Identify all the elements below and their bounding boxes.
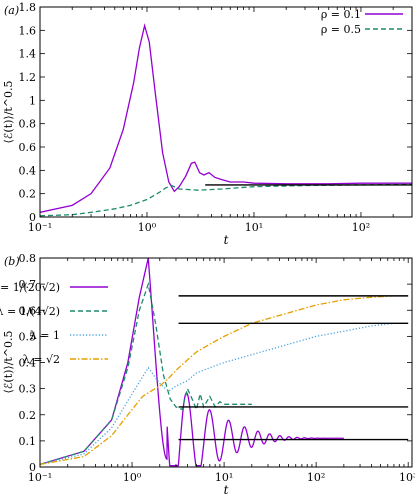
x-tick-label: 10⁻¹ [28, 471, 52, 484]
panel-label: (a) [4, 4, 19, 17]
x-tick-label: 10² [307, 471, 325, 484]
series-line [40, 183, 412, 217]
legend-label: ρ = 0.1 [321, 8, 361, 21]
y-tick-label: 1.4 [19, 48, 37, 61]
y-tick-label: 0.3 [19, 383, 37, 396]
y-tick-label: 0.8 [19, 118, 37, 131]
legend-label: λ = 1/(4√2) [0, 305, 60, 318]
panel-b: 10⁻¹ 10⁰ 10¹ 10² 10³ 0 0.1 0.2 0.3 0.4 0.5 0.6 0.7 0.… [0, 252, 415, 497]
y-tick-label: 0.6 [19, 304, 37, 317]
y-tick-label: 0.7 [19, 278, 37, 291]
plot-frame [39, 6, 413, 218]
y-tick-label: 1 [29, 94, 36, 107]
panel-a: 10⁻¹ 10⁰ 10¹ 10² 0 0.2 0.4 0.6 0.8 1 1.2 1.4 1.6 1.8(… [2, 1, 413, 247]
x-tick-label: 10⁻¹ [28, 221, 52, 234]
series-line [40, 281, 252, 466]
y-tick-label: 0 [29, 461, 36, 474]
x-tick-label: 10³ [399, 471, 415, 484]
x-tick-label: 10⁰ [123, 471, 142, 484]
y-tick-label: 0.8 [19, 252, 37, 265]
y-tick-label: 1.8 [19, 1, 37, 14]
x-tick-label: 10¹ [215, 471, 233, 484]
legend-label: λ = 1/(20√2) [0, 281, 60, 294]
legend-label: λ = 1 [30, 329, 60, 342]
x-tick-label: 10¹ [245, 221, 263, 234]
series-line [40, 295, 409, 466]
legend-label: ρ = 0.5 [321, 23, 361, 36]
x-axis-label: t [224, 483, 229, 497]
y-tick-label: 0.4 [19, 164, 37, 177]
y-tick-label: 0.1 [19, 435, 37, 448]
x-tick-label: 10² [352, 221, 370, 234]
y-tick-label: 0.2 [19, 409, 37, 422]
y-tick-label: 0.2 [19, 188, 37, 201]
x-axis-label: t [224, 233, 229, 247]
y-axis-label: ⟨ℰ(t)⟩/t^0.5 [2, 80, 15, 143]
series-line [40, 322, 409, 466]
panel-label: (b) [4, 255, 20, 268]
y-axis-label: ⟨ℰ(t)⟩/t^0.5 [2, 330, 15, 393]
x-tick-label: 10⁰ [138, 221, 157, 234]
y-tick-label: 1.2 [19, 71, 37, 84]
y-tick-label: 1.6 [19, 24, 37, 37]
y-tick-label: 0 [29, 211, 36, 224]
series-line [40, 258, 344, 467]
y-tick-label: 0.5 [19, 330, 37, 343]
series-line [40, 23, 412, 213]
legend-label: λ = √2 [23, 353, 60, 366]
y-tick-label: 0.6 [19, 141, 37, 154]
y-tick-label: 0.4 [19, 357, 37, 370]
